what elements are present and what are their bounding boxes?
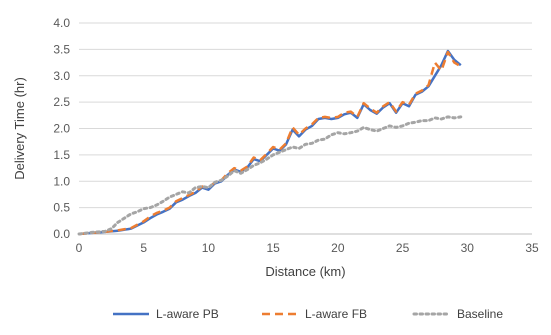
y-tick-label: 2.5 [53,95,70,109]
x-tick-label: 30 [461,241,475,255]
y-axis-ticks: 0.0 0.5 1.0 1.5 2.0 2.5 3.0 3.5 4.0 [53,16,70,241]
gridlines [79,22,532,209]
legend-label: L-aware FB [305,307,367,321]
series-lines [77,49,463,236]
legend: L-aware PB L-aware FB Baseline [113,307,503,321]
series-line-l-aware-pb [78,49,462,236]
series-line-baseline [77,115,463,236]
y-tick-label: 4.0 [53,16,70,30]
x-tick-label: 5 [140,241,147,255]
y-tick-label: 0.0 [53,227,70,241]
x-tick-label: 20 [331,241,345,255]
y-tick-label: 3.5 [53,42,70,56]
x-tick-label: 0 [76,241,83,255]
y-tick-label: 0.5 [53,201,70,215]
x-tick-label: 10 [202,241,216,255]
x-axis-title: Distance (km) [265,264,345,279]
legend-label: L-aware PB [156,307,219,321]
y-tick-label: 3.0 [53,69,70,83]
x-tick-label: 25 [396,241,410,255]
y-tick-label: 2.0 [53,122,70,136]
legend-label: Baseline [457,307,503,321]
x-axis-ticks: 0 5 10 15 20 25 30 35 [76,241,539,255]
y-tick-label: 1.0 [53,174,70,188]
series-line-l-aware-fb [78,50,462,236]
y-tick-label: 1.5 [53,148,70,162]
x-tick-label: 15 [266,241,280,255]
y-axis-title: Delivery Time (hr) [12,77,27,180]
x-tick-label: 35 [525,241,539,255]
